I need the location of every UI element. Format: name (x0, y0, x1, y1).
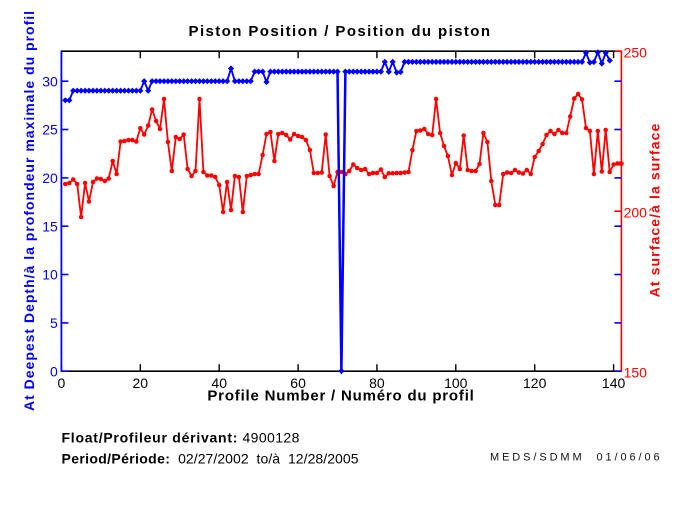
svg-text:Period/Période: 02/27/2002 t: Period/Période: 02/27/2002 to/à 12/28/20… (62, 450, 359, 466)
svg-text:At Deepest Depth/à la profonde: At Deepest Depth/à la profondeur maximal… (21, 10, 37, 411)
svg-text:10: 10 (42, 267, 58, 283)
svg-text:15: 15 (42, 218, 58, 234)
svg-text:80: 80 (369, 375, 385, 391)
svg-text:Piston Position / Position du: Piston Position / Position du piston (189, 23, 492, 40)
svg-text:60: 60 (290, 375, 306, 391)
svg-text:200: 200 (624, 204, 648, 220)
svg-text:20: 20 (133, 375, 149, 391)
svg-text:At surface/à la surface: At surface/à la surface (647, 123, 663, 298)
svg-text:150: 150 (624, 364, 648, 380)
svg-text:Float/Profileur dérivant: 4900: Float/Profileur dérivant: 4900128 (62, 429, 300, 445)
svg-text:Profile Number / Numéro du pro: Profile Number / Numéro du profil (207, 388, 474, 405)
svg-text:250: 250 (624, 44, 648, 60)
svg-text:25: 25 (42, 122, 58, 138)
svg-text:140: 140 (602, 375, 626, 391)
svg-text:40: 40 (211, 375, 227, 391)
svg-text:20: 20 (42, 170, 58, 186)
svg-text:120: 120 (523, 375, 547, 391)
svg-text:5: 5 (50, 315, 58, 331)
svg-text:30: 30 (42, 73, 58, 89)
svg-text:0: 0 (58, 375, 66, 391)
svg-text:100: 100 (444, 375, 468, 391)
svg-text:MEDS/SDMM 01/06/06: MEDS/SDMM 01/06/06 (490, 452, 662, 464)
svg-text:0: 0 (50, 363, 58, 379)
